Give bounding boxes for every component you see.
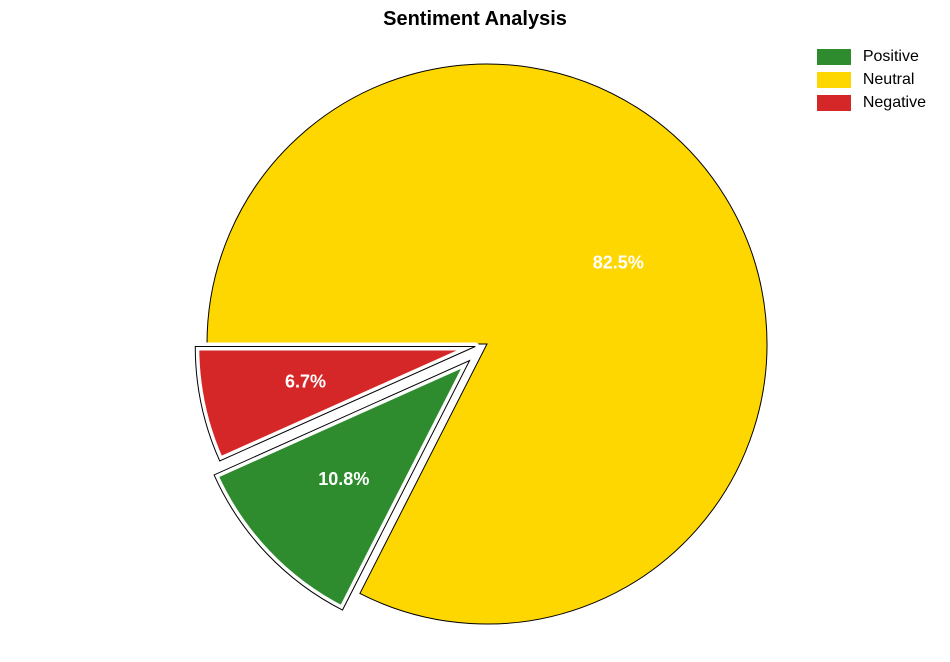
legend-item-negative: Negative <box>817 94 926 112</box>
legend-label-positive: Positive <box>863 48 919 66</box>
pie-label-neutral: 82.5% <box>593 252 644 272</box>
legend-item-neutral: Neutral <box>817 71 926 89</box>
legend: Positive Neutral Negative <box>817 48 926 117</box>
legend-swatch-negative <box>817 95 851 111</box>
legend-swatch-positive <box>817 49 851 65</box>
legend-item-positive: Positive <box>817 48 926 66</box>
legend-label-negative: Negative <box>863 94 926 112</box>
pie-label-negative: 6.7% <box>285 372 326 392</box>
pie-label-positive: 10.8% <box>318 469 369 489</box>
chart-container: Sentiment Analysis 82.5%6.7%10.8% Positi… <box>0 0 950 662</box>
legend-swatch-neutral <box>817 72 851 88</box>
legend-label-neutral: Neutral <box>863 71 915 89</box>
pie-chart: 82.5% 6.7% 10.8% <box>0 0 950 662</box>
